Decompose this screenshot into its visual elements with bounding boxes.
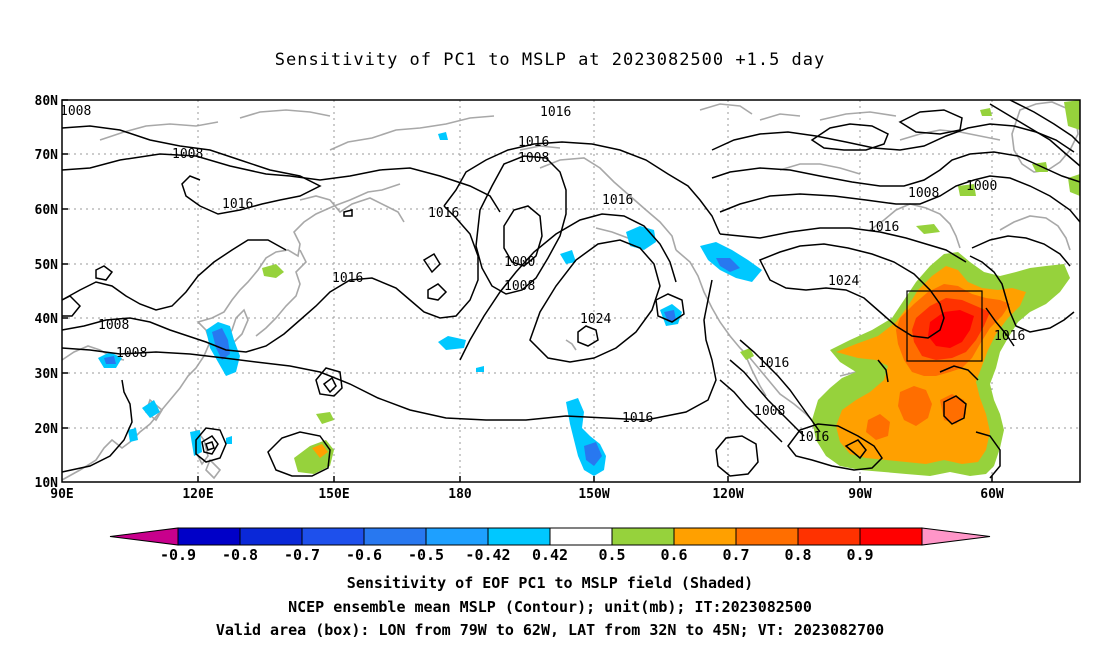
- colorbar: [109, 527, 991, 546]
- colorbar-swatch: [487, 527, 551, 546]
- lat-label: 60N: [35, 203, 59, 218]
- mslp-contours: [61, 99, 1081, 479]
- lat-label: 10N: [35, 476, 59, 491]
- colorbar-label: -0.42: [465, 546, 510, 564]
- colorbar-swatch: [673, 527, 737, 546]
- lat-label: 20N: [35, 422, 59, 437]
- colorbar-left-arrow: [109, 527, 179, 546]
- colorbar-swatch: [735, 527, 799, 546]
- colorbar-label: 0.5: [598, 546, 625, 564]
- contour-label: 1016: [222, 197, 253, 212]
- contour-label: 1016: [602, 193, 633, 208]
- longitude-labels: 90E 120E 150E 180 150W 120W 90W 60W: [50, 487, 1004, 502]
- lon-label: 150W: [578, 487, 609, 502]
- contour-label: 1016: [868, 220, 899, 235]
- lat-label: 70N: [35, 148, 59, 163]
- contour-label: 1016: [622, 411, 653, 426]
- contour-label: 1024: [828, 274, 859, 289]
- colorbar-label: 0.6: [660, 546, 687, 564]
- colorbar-label: -0.7: [284, 546, 320, 564]
- colorbar-label: 0.42: [532, 546, 568, 564]
- colorbar-right-arrow: [921, 527, 991, 546]
- contour-label: 1024: [580, 312, 611, 327]
- colorbar-label: 0.8: [784, 546, 811, 564]
- caption-line-1: Sensitivity of EOF PC1 to MSLP field (Sh…: [346, 574, 754, 592]
- colorbar-swatch: [611, 527, 675, 546]
- contour-label: 1016: [428, 206, 459, 221]
- lon-label: 60W: [980, 487, 1004, 502]
- colorbar-swatch: [239, 527, 303, 546]
- colorbar-swatch: [797, 527, 861, 546]
- colorbar-swatch: [177, 527, 241, 546]
- contour-label: 1008: [908, 186, 939, 201]
- negative-sensitivity-shading: [98, 132, 762, 476]
- contour-label: 1016: [994, 329, 1025, 344]
- colorbar-label: -0.9: [160, 546, 196, 564]
- colorbar-labels: -0.9 -0.8 -0.7 -0.6 -0.5 -0.42 0.42 0.5 0.6 0.7 0.…: [160, 546, 874, 564]
- lon-label: 120E: [182, 487, 213, 502]
- positive-sensitivity-shading: [262, 100, 1080, 476]
- colorbar-swatch: [425, 527, 489, 546]
- colorbar-label: -0.5: [408, 546, 444, 564]
- contour-label: 1008: [98, 318, 129, 333]
- contour-label: 1016: [332, 271, 363, 286]
- colorbar-label: 0.9: [846, 546, 873, 564]
- contour-label: 1016: [540, 105, 571, 120]
- contour-label: 1016: [518, 135, 549, 150]
- colorbar-label: 0.7: [722, 546, 749, 564]
- contour-label: 1008: [504, 279, 535, 294]
- contour-label: 1000: [966, 179, 997, 194]
- contour-label: 1008: [172, 147, 203, 162]
- valid-area-box: [906, 290, 983, 362]
- contour-label: 1008: [518, 151, 549, 166]
- colorbar-label: -0.6: [346, 546, 382, 564]
- contour-label: 1016: [798, 430, 829, 445]
- colorbar-swatch: [549, 527, 613, 546]
- lon-label: 150E: [318, 487, 349, 502]
- caption-line-3: Valid area (box): LON from 79W to 62W, L…: [215, 621, 885, 639]
- lon-label: 180: [448, 487, 472, 502]
- axis-ticks: [62, 99, 993, 482]
- colorbar-swatch: [363, 527, 427, 546]
- lon-label: 120W: [712, 487, 743, 502]
- colorbar-swatch: [301, 527, 365, 546]
- lat-label: 30N: [35, 367, 59, 382]
- lon-label: 90E: [50, 487, 73, 502]
- lat-label: 50N: [35, 258, 59, 273]
- contour-label: 1016: [758, 356, 789, 371]
- latitude-labels: 80N 70N 60N 50N 40N 30N 20N 10N: [35, 94, 59, 491]
- lat-label: 40N: [35, 312, 59, 327]
- contour-label: 1008: [754, 404, 785, 419]
- contour-label: 1008: [60, 104, 91, 119]
- colorbar-swatch: [859, 527, 923, 546]
- contour-label: 1008: [116, 346, 147, 361]
- contour-label: 1000: [504, 255, 535, 270]
- colorbar-label: -0.8: [222, 546, 258, 564]
- contour-labels: 1008 1008 1016 1016 1016 1008 1016 1016 …: [60, 104, 1025, 445]
- map-title: Sensitivity of PC1 to MSLP at 2023082500…: [274, 50, 826, 70]
- map-frame: [61, 99, 1081, 483]
- lon-label: 90W: [848, 487, 872, 502]
- lat-label: 80N: [35, 94, 59, 109]
- caption-line-2: NCEP ensemble mean MSLP (Contour); unit(…: [288, 598, 812, 616]
